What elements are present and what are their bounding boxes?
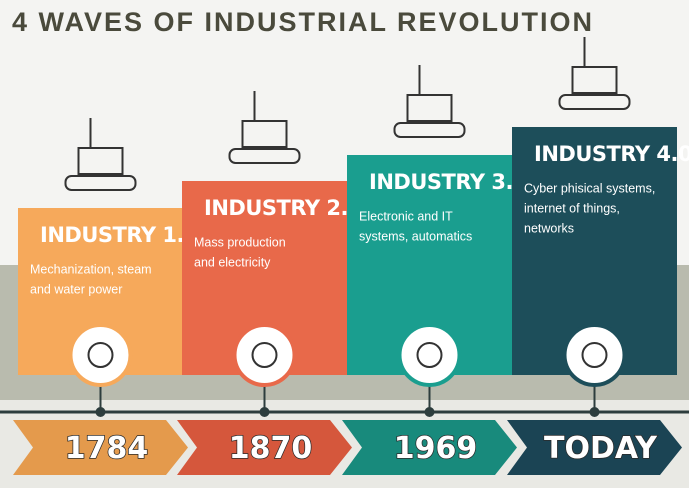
- icon-circle: [68, 323, 133, 387]
- title: 4 WAVES OF INDUSTRIAL REVOLUTION: [12, 7, 594, 37]
- icon-base: [393, 122, 466, 138]
- stage-description: internet of things,: [524, 201, 620, 215]
- icon-glyph: [416, 342, 443, 368]
- stage-description: networks: [524, 221, 574, 235]
- icon-glyph: [581, 342, 608, 368]
- icon-body: [571, 66, 618, 94]
- year-label: 1969: [394, 431, 478, 466]
- stage-description: Electronic and IT: [359, 209, 453, 223]
- year-label: 1870: [229, 431, 313, 466]
- icon-base: [64, 175, 137, 191]
- timeline-dot: [589, 407, 600, 417]
- stage-name: INDUSTRY 2.0: [204, 196, 362, 220]
- icon-body: [406, 94, 453, 122]
- timeline-dot: [424, 407, 435, 417]
- stage-name: INDUSTRY 3.0: [369, 170, 527, 194]
- icon-base: [228, 148, 301, 164]
- stage-description: Mechanization, steam: [30, 262, 152, 276]
- year-label: TODAY: [544, 431, 658, 466]
- timeline-dot: [95, 407, 106, 417]
- stage-description: and electricity: [194, 255, 271, 269]
- year-arrow: [507, 420, 682, 475]
- icon-circle: [397, 323, 462, 387]
- year-arrow: [342, 420, 517, 475]
- icon-body: [77, 147, 124, 175]
- stage-description: and water power: [30, 282, 122, 296]
- year-arrow: [13, 420, 188, 475]
- year-label: 1784: [65, 431, 149, 466]
- icon-circle: [562, 323, 627, 387]
- icon-base: [558, 94, 631, 110]
- stage-description: Mass production: [194, 235, 286, 249]
- timeline-dot: [259, 407, 270, 417]
- stage-description: systems, automatics: [359, 229, 472, 243]
- icon-glyph: [87, 342, 114, 368]
- columns: INDUSTRY 1.0 Mechanization, steam and wate…: [13, 37, 689, 475]
- year-arrow: [177, 420, 352, 475]
- icon-glyph: [251, 342, 278, 368]
- icon-body: [241, 120, 288, 148]
- stage-name: INDUSTRY 1.0: [40, 223, 198, 247]
- stage-name: INDUSTRY 4.0: [534, 142, 689, 166]
- icon-circle: [232, 323, 297, 387]
- stage-description: Cyber phisical systems,: [524, 181, 655, 195]
